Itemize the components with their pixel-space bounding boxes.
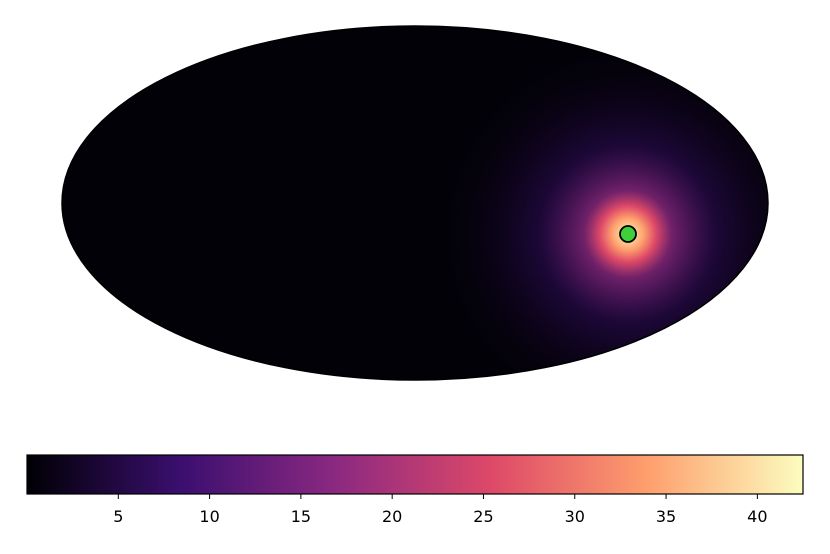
sky-outline [61,25,769,381]
beam-pattern [62,26,768,380]
colorbar-box [26,454,804,495]
source-marker [619,225,637,243]
colorbar-tick-label: 10 [199,507,219,526]
sky-map [61,25,769,381]
colorbar-tick-label: 25 [473,507,493,526]
colorbar-tick-label: 15 [291,507,311,526]
colorbar-tick-label: 20 [382,507,402,526]
colorbar-tick-label: 35 [656,507,676,526]
colorbar-tick-label: 5 [113,507,123,526]
colorbar-tick-label: 40 [747,507,767,526]
colorbar: 5 10 15 20 25 30 35 40 [26,454,804,526]
colorbar-tick-label: 30 [565,507,585,526]
